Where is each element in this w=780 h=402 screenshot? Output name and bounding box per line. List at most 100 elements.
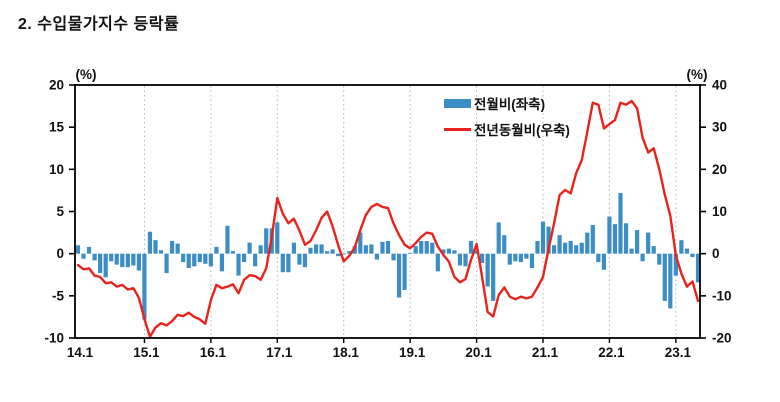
mom-bar [646,232,651,254]
mom-bar [673,253,678,276]
mom-bar [551,245,557,254]
mom-bar [618,192,623,254]
mom-bar [241,253,247,263]
axis-label: 15.1 [133,345,160,360]
mom-bar [480,253,485,263]
mom-bar [413,246,418,254]
axis-label: 30 [712,120,727,135]
mom-bar [86,246,92,254]
mom-bar [601,253,606,270]
mom-bar [596,253,601,263]
mom-bar [341,253,346,255]
mom-bar [142,253,147,320]
mom-bar [203,253,208,264]
mom-bar [158,250,164,254]
mom-bar [546,226,551,254]
mom-bar [540,221,546,254]
mom-bar [125,253,130,268]
mom-bar [607,216,612,254]
mom-bar [369,244,374,254]
axis-label: 20 [49,78,64,93]
mom-bar [75,245,81,254]
mom-bar [186,253,191,269]
mom-bar [247,242,252,254]
mom-bar [590,224,595,254]
mom-bar [668,253,673,309]
mom-bar [690,253,695,258]
mom-bar [264,228,269,254]
gridlines-group [143,86,677,337]
mom-bar [153,240,158,254]
mom-bar [463,253,468,267]
mom-bar [502,235,507,254]
right-axis-unit: (%) [687,67,708,82]
mom-bar [236,253,241,276]
bar-series-swatch-icon [444,98,471,108]
axis-label: 19.1 [399,345,426,360]
mom-bar [109,253,114,262]
mom-bar [513,253,518,262]
mom-bar [302,253,308,268]
mom-bar [662,253,667,301]
mom-bar [197,253,202,263]
mom-bar [524,253,529,259]
mom-bar [181,253,186,263]
axis-label: 15 [49,120,65,135]
axis-label: -20 [712,331,732,346]
mom-bar [131,253,136,266]
mom-bar [136,253,141,271]
mom-bar [175,243,180,254]
mom-bars-series [75,192,701,320]
mom-bar [214,246,219,254]
mom-bar [457,253,463,266]
axis-label: 17.1 [266,345,293,360]
mom-bar [230,251,236,254]
axis-label: -10 [712,288,732,303]
mom-bar [291,242,296,254]
mom-bar [419,241,424,254]
axis-label: 20.1 [465,345,492,360]
axis-label: 0 [56,246,64,261]
mom-bar [446,248,451,254]
mom-bar [568,241,573,254]
mom-bar [474,250,479,254]
mom-bar [225,225,230,254]
mom-bar [507,253,512,265]
mom-bar [147,231,153,254]
mom-bar [275,222,280,254]
legend-item-yoy: 전년동월비(우축) [444,116,570,142]
mom-bar [430,242,435,254]
mom-bar [120,253,125,268]
legend-label-yoy: 전년동월비(우축) [474,123,570,138]
mom-bar [557,235,562,254]
mom-bar [684,248,690,254]
axis-label: 0 [712,246,720,261]
mom-bar [280,253,285,273]
yoy-line-series [76,99,700,338]
mom-bar [98,253,103,274]
mom-bar [308,247,313,254]
mom-bar [485,253,490,287]
axis-label: 23.1 [665,345,692,360]
plot-border [74,84,701,339]
mom-bar [319,244,324,254]
mom-bar [640,253,645,262]
axis-label: -5 [52,288,64,303]
mom-bar [347,251,352,254]
mom-bar [402,253,407,290]
axis-label: 14.1 [67,345,94,360]
mom-bar [258,245,263,254]
mom-bar [325,251,330,254]
axis-label: 21.1 [532,345,559,360]
mom-bar [336,253,341,257]
mom-bar [496,222,501,254]
mom-bar [579,242,584,254]
mom-bar [103,253,108,278]
mom-bar [585,232,590,254]
mom-bar [297,253,302,265]
mom-bar [391,253,396,261]
legend-item-mom: 전월비(좌축) [444,90,570,116]
mom-bar [441,249,446,254]
mom-bar [623,223,629,254]
mom-bar [518,253,523,263]
